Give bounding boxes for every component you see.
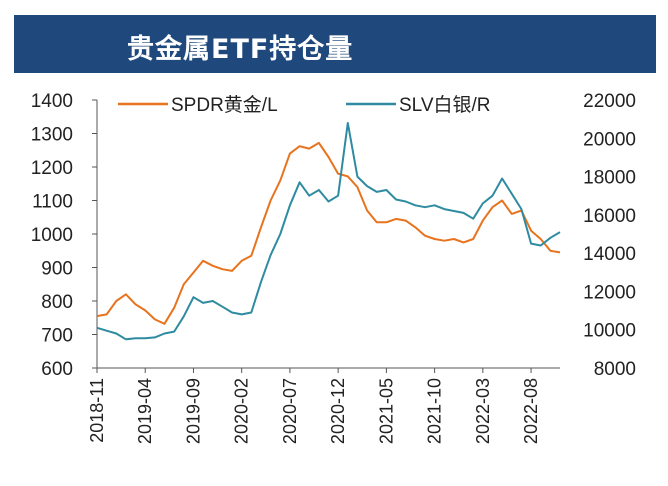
series-line-spdr-gold xyxy=(96,141,561,325)
right-tick-label: 16000 xyxy=(583,206,636,227)
left-tick-label: 1200 xyxy=(31,158,73,179)
legend: SPDR黄金/L SLV白银/R xyxy=(118,94,491,116)
legend-label-gold: SPDR黄金/L xyxy=(171,94,278,116)
x-tick-label: 2021-10 xyxy=(425,378,445,444)
left-tick-label: 700 xyxy=(41,326,73,347)
series-lines xyxy=(96,122,561,341)
x-tick-label: 2019-04 xyxy=(135,378,155,444)
x-tick-label: 2022-08 xyxy=(521,378,541,444)
right-tick-label: 18000 xyxy=(583,168,636,189)
x-tick-label: 2021-05 xyxy=(376,378,396,444)
left-tick-label: 1400 xyxy=(31,91,73,112)
right-tick-label: 8000 xyxy=(594,359,636,380)
left-tick-label: 900 xyxy=(41,259,73,280)
left-tick-label: 600 xyxy=(41,359,73,380)
left-tick-label: 1100 xyxy=(32,192,73,213)
x-tick-label: 2020-02 xyxy=(232,378,252,444)
legend-label-silver: SLV白银/R xyxy=(399,94,491,116)
x-tick-label: 2018-11 xyxy=(87,378,107,443)
right-tick-label: 12000 xyxy=(583,282,636,303)
series-line-slv-silver xyxy=(96,122,561,341)
chart-title: 贵金属ETF持仓量 xyxy=(127,34,354,65)
x-tick-label: 2020-07 xyxy=(280,378,300,444)
x-tick-label: 2019-09 xyxy=(183,378,203,444)
left-tick-label: 1300 xyxy=(31,125,73,146)
left-tick-label: 1000 xyxy=(31,225,73,246)
right-tick-label: 10000 xyxy=(583,321,636,342)
x-tick-label: 2022-03 xyxy=(473,378,493,444)
right-tick-label: 14000 xyxy=(583,244,636,265)
title-bar: 贵金属ETF持仓量 xyxy=(14,15,656,73)
right-tick-label: 20000 xyxy=(583,129,636,150)
left-tick-label: 800 xyxy=(41,292,73,313)
right-tick-label: 22000 xyxy=(583,91,636,112)
axes: 1400 1300 1200 1100 1000 900 800 700 600 22000 200… xyxy=(31,91,636,444)
x-tick-label: 2020-12 xyxy=(328,378,348,444)
